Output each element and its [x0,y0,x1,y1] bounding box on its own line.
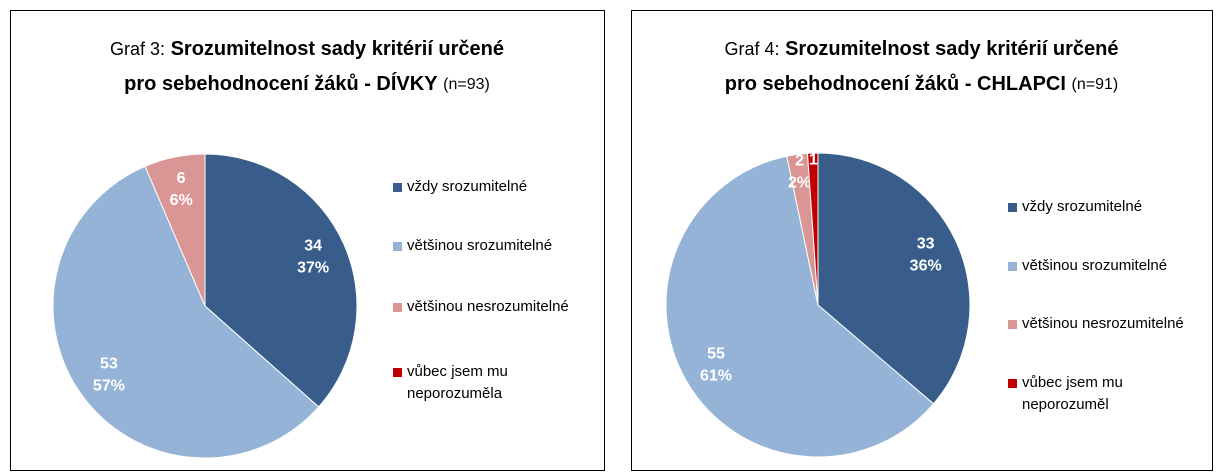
pie-slice [665,155,935,458]
data-label-percent: 6% [170,192,193,209]
title-text: Srozumitelnost sady kritérií určené [171,38,504,60]
data-label-percent: 2% [788,175,811,192]
data-label: 53 [100,356,118,373]
legend-swatch [1008,262,1017,271]
legend-item: vůbec jsem mu neporozuměla [393,361,578,405]
legend-label: většinou srozumitelné [1022,257,1168,274]
legend-swatch [1008,203,1017,212]
title-prefix: Graf 3: [110,39,165,59]
data-label-percent: 61% [700,368,732,385]
chart-title: Graf 3: Srozumitelnost sady kritérií urč… [110,38,504,60]
legend-swatch [393,368,402,377]
title-text: pro sebehodnocení žáků - DÍVKY [124,72,438,95]
legend-label: vždy srozumitelné [1022,198,1143,215]
pie-slice [204,153,358,408]
legend-item: většinou srozumitelné [1008,255,1193,277]
title-text: pro sebehodnocení žáků - CHLAPCI [725,73,1066,95]
legend-label: většinou nesrozumitelné [407,298,569,315]
legend-label: vůbec jsem mu neporozuměl [1022,374,1123,413]
pie-slice [144,153,206,307]
legend-swatch [1008,320,1017,329]
chart-title: Graf 4: Srozumitelnost sady kritérií urč… [724,38,1118,60]
legend-label: většinou nesrozumitelné [1022,315,1184,332]
legend-swatch [1008,379,1017,388]
title-suffix: (n=93) [443,76,490,93]
data-label: 1 [809,152,818,169]
legend-swatch [393,303,402,312]
title-prefix: Graf 4: [724,39,779,59]
data-label-percent: 37% [297,260,329,277]
data-label: 6 [177,170,186,187]
legend-item: většinou nesrozumitelné [393,296,578,318]
data-label: 34 [304,238,322,255]
chart-title: pro sebehodnocení žáků - CHLAPCI (n=91) [725,73,1118,95]
legend-item: většinou nesrozumitelné [1008,313,1193,335]
legend-item: vždy srozumitelné [1008,196,1193,218]
data-label-percent: 36% [910,258,942,275]
data-label: 33 [917,236,935,253]
chart-title: pro sebehodnocení žáků - DÍVKY (n=93) [124,72,490,95]
legend-item: vždy srozumitelné [393,176,578,198]
legend-swatch [393,242,402,251]
legend-label: vůbec jsem mu neporozuměla [407,363,508,402]
data-label: 55 [707,346,725,363]
legend-item: vůbec jsem mu neporozuměl [1008,372,1193,416]
data-label: 2 [795,153,804,170]
legend-item: většinou srozumitelné [393,235,578,257]
legend-label: vždy srozumitelné [407,178,528,195]
pie-slice [52,165,320,459]
pie-slice [817,152,971,405]
pie-slice [806,152,819,306]
title-text: Srozumitelnost sady kritérií určené [785,38,1118,60]
legend-swatch [393,183,402,192]
legend-label: většinou srozumitelné [407,237,553,254]
data-label-percent: 57% [93,378,125,395]
title-suffix: (n=91) [1072,76,1119,93]
